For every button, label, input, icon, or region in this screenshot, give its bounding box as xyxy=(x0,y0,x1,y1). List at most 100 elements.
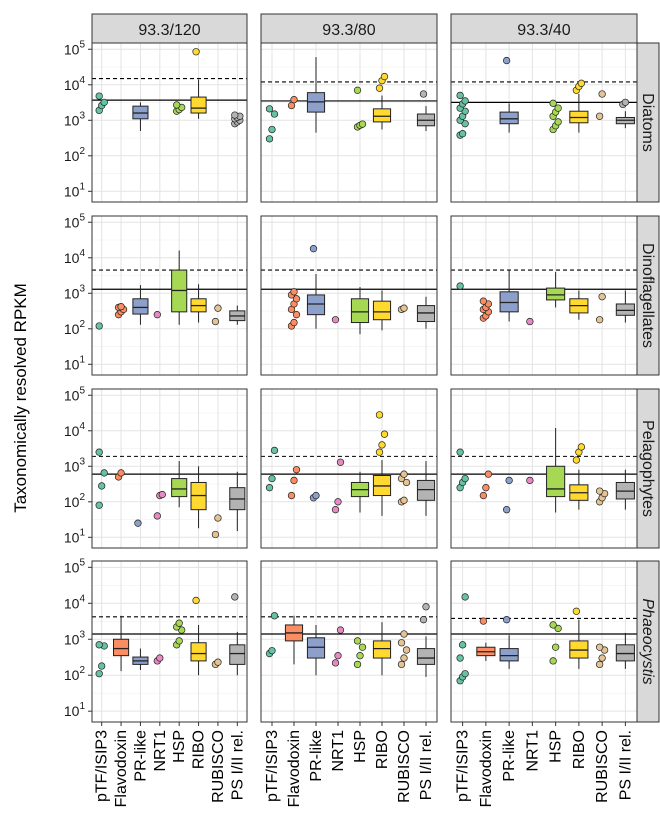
y-tick-label: 102 xyxy=(64,146,86,164)
y-tick-label: 105 xyxy=(64,557,86,575)
data-point-hsp xyxy=(356,651,364,660)
column-strip-2: 93.3/80 xyxy=(260,13,438,44)
panel-r3-c2 xyxy=(260,388,438,549)
box-hsp xyxy=(546,427,566,513)
data-point-ptf-isip3 xyxy=(98,662,106,670)
box-body xyxy=(546,465,566,498)
panel-border xyxy=(450,215,638,376)
column-strip-label: 93.3/80 xyxy=(322,22,375,39)
data-point-hsp xyxy=(551,643,560,651)
data-point-nrt1 xyxy=(526,317,534,326)
panel-r2-c3 xyxy=(450,215,638,376)
y-tick-label: 104 xyxy=(64,593,86,611)
box-hsp xyxy=(171,461,188,508)
data-point-ptf-isip3 xyxy=(461,593,469,601)
box-flavodoxin xyxy=(113,615,130,672)
data-point-rubisco xyxy=(595,112,604,120)
data-point-rubisco xyxy=(400,630,408,638)
y-tick-label: 102 xyxy=(64,492,86,510)
y-axis-row-2: 101 102 103 104 105 xyxy=(64,212,92,372)
box-ps-i-ii-rel xyxy=(416,636,436,677)
data-point-ptf-isip3 xyxy=(265,135,274,143)
data-point-nrt1 xyxy=(158,490,166,499)
x-tick-label: pTF/ISIP3 xyxy=(455,730,472,802)
data-point-hsp xyxy=(175,619,183,627)
data-point-ps-i-ii-rel xyxy=(231,593,239,601)
data-point-ptf-isip3 xyxy=(461,670,469,678)
data-point-ps-i-ii-rel xyxy=(621,98,630,106)
y-tick-label: 105 xyxy=(64,39,86,57)
box-ribo xyxy=(372,95,392,130)
data-point-ptf-isip3 xyxy=(456,448,464,456)
data-point-nrt1 xyxy=(334,498,342,506)
panel-background xyxy=(451,43,637,202)
data-point-nrt1 xyxy=(336,458,345,466)
y-axis-row-4: 101 102 103 104 105 xyxy=(64,557,92,719)
panel-background xyxy=(92,43,247,202)
column-strip-label: 93.3/120 xyxy=(138,22,200,39)
data-point-pr-like xyxy=(309,245,318,253)
data-point-rubisco xyxy=(598,654,606,662)
data-point-ptf-isip3 xyxy=(270,612,279,620)
data-point-ribo xyxy=(380,72,389,81)
data-point-ptf-isip3 xyxy=(100,98,108,106)
y-axis-row-1: 101 102 103 104 105 xyxy=(64,39,92,199)
panel-r4-c3 xyxy=(450,560,638,723)
data-point-ribo xyxy=(572,456,581,464)
x-tick-label: Flavodoxin xyxy=(286,730,303,807)
data-point-flavodoxin xyxy=(290,476,298,485)
box-pr-like xyxy=(306,273,326,329)
data-point-ptf-isip3 xyxy=(95,322,103,330)
data-point-ptf-isip3 xyxy=(98,482,106,490)
x-tick-label: pTF/ISIP3 xyxy=(264,730,281,802)
data-point-nrt1 xyxy=(156,654,164,662)
data-point-nrt1 xyxy=(334,651,342,660)
data-point-pr-like xyxy=(502,56,511,65)
data-point-rubisco xyxy=(400,496,408,504)
box-pr-like xyxy=(499,270,519,322)
data-point-ptf-isip3 xyxy=(95,641,103,649)
data-point-ribo xyxy=(375,84,384,92)
panel-r4-c1 xyxy=(91,560,248,723)
y-tick-label: 104 xyxy=(64,421,86,439)
data-point-hsp xyxy=(353,637,362,645)
data-point-hsp xyxy=(358,120,367,128)
data-point-ptf-isip3 xyxy=(95,501,103,509)
x-axis-col-1: pTF/ISIP3 Flavodoxin PR-like NRT1 HSP RIBO RUB… xyxy=(94,722,246,807)
box-ribo xyxy=(569,619,589,669)
x-tick-label: HSP xyxy=(548,730,565,763)
data-point-flavodoxin xyxy=(117,469,125,477)
data-point-hsp xyxy=(554,624,562,633)
column-strip-bg xyxy=(91,13,248,44)
x-tick-label: RUBISCO xyxy=(210,730,227,803)
box-body xyxy=(416,305,436,323)
y-tick-label: 105 xyxy=(64,212,86,230)
box-body xyxy=(306,294,326,316)
box-ps-i-ii-rel xyxy=(229,631,246,676)
data-point-rubisco xyxy=(400,304,408,312)
data-point-hsp xyxy=(353,86,362,94)
box-ribo xyxy=(190,79,207,119)
data-point-hsp xyxy=(554,104,562,112)
box-body xyxy=(615,644,635,662)
row-strip-1: Diatoms xyxy=(636,42,660,203)
box-flavodoxin xyxy=(476,642,496,661)
box-body xyxy=(229,644,246,665)
data-point-ps-i-ii-rel xyxy=(419,616,428,624)
data-point-rubisco xyxy=(214,514,222,522)
column-strip-1: 93.3/120 xyxy=(91,13,248,44)
panel-border xyxy=(91,42,248,203)
y-tick-label: 103 xyxy=(64,456,86,474)
panel-background xyxy=(261,43,437,202)
panel-border xyxy=(91,215,248,376)
y-tick-label: 102 xyxy=(64,319,86,337)
data-point-rubisco xyxy=(402,646,411,654)
data-point-ps-i-ii-rel xyxy=(422,603,430,611)
panel-r1-c2 xyxy=(260,42,438,203)
box-body xyxy=(306,637,326,659)
x-axis-col-2: pTF/ISIP3 Flavodoxin PR-like NRT1 HSP RIBO RUB… xyxy=(264,722,435,807)
data-point-hsp xyxy=(549,99,557,107)
box-ps-i-ii-rel xyxy=(615,469,635,510)
panel-border xyxy=(260,388,438,549)
data-point-flavodoxin xyxy=(290,288,298,296)
